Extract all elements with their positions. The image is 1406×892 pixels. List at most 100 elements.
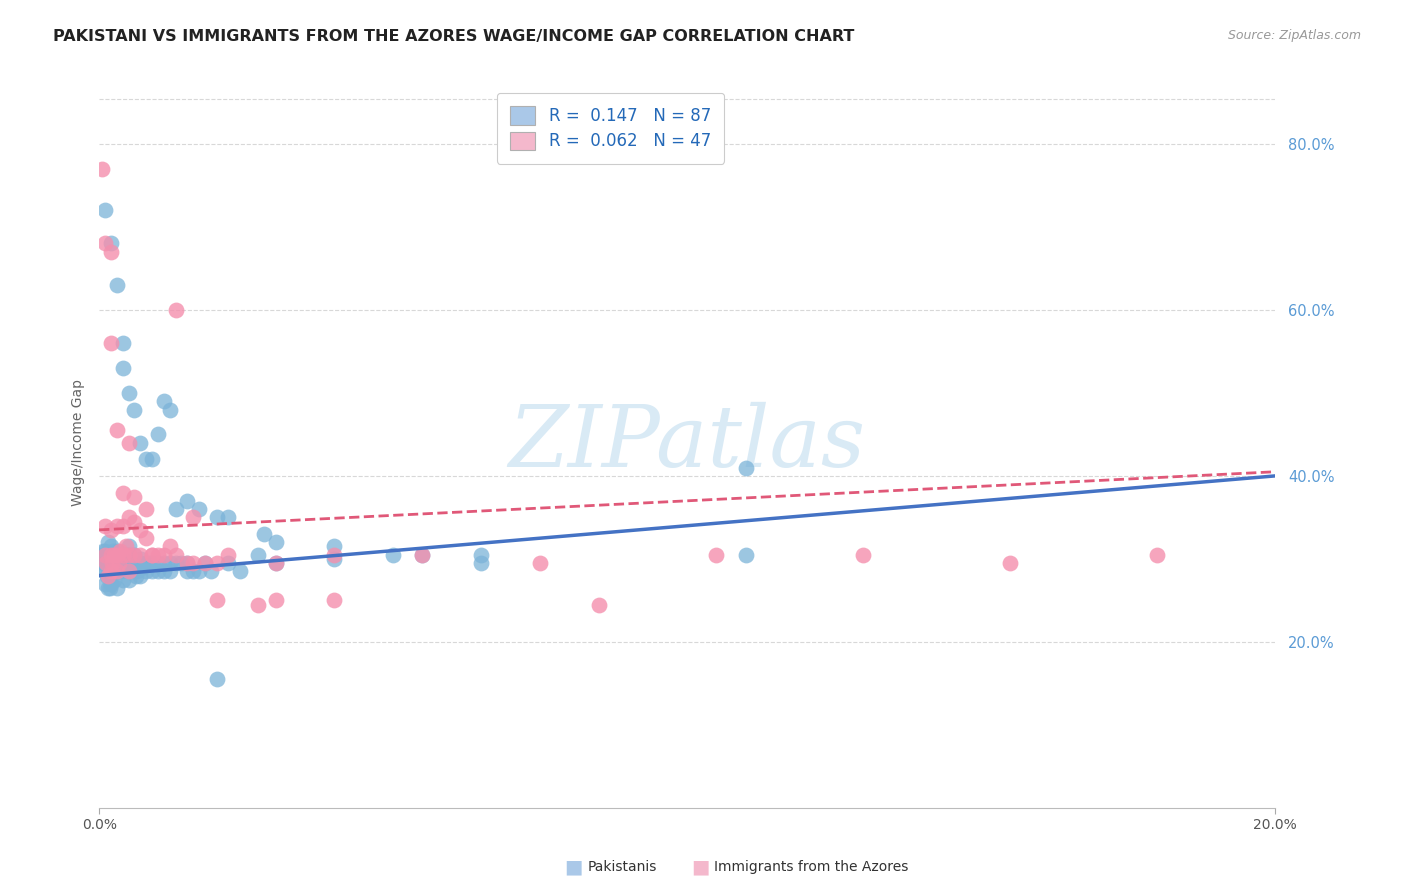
Point (124, 568, 146, 582)
Point (108, 543, 131, 558)
Point (135, 565, 157, 579)
Text: Source: ZipAtlas.com: Source: ZipAtlas.com (1227, 29, 1361, 42)
Point (176, 556, 198, 570)
Point (111, 361, 134, 376)
Point (100, 523, 122, 537)
Point (146, 556, 169, 570)
Point (141, 452, 163, 467)
Point (129, 435, 152, 450)
Point (117, 548, 139, 562)
Point (105, 556, 128, 570)
Point (100, 236, 122, 251)
Point (101, 543, 124, 558)
Point (264, 556, 287, 570)
Point (112, 560, 135, 574)
Point (107, 556, 129, 570)
Point (98, 581, 121, 595)
Point (124, 490, 146, 504)
Point (170, 556, 193, 570)
Point (91, 556, 114, 570)
Point (94, 543, 117, 558)
Point (217, 548, 239, 562)
Point (111, 548, 134, 562)
Point (205, 673, 228, 687)
Point (141, 565, 163, 579)
Text: PAKISTANI VS IMMIGRANTS FROM THE AZORES WAGE/INCOME GAP CORRELATION CHART: PAKISTANI VS IMMIGRANTS FROM THE AZORES … (53, 29, 855, 44)
Point (96, 556, 118, 570)
Point (205, 593, 228, 607)
Point (105, 565, 128, 579)
Point (105, 518, 128, 533)
Point (852, 548, 875, 562)
Text: Pakistanis: Pakistanis (588, 860, 657, 874)
Point (100, 577, 122, 591)
Point (323, 540, 346, 554)
Point (152, 548, 174, 562)
Point (103, 552, 125, 566)
Point (194, 556, 217, 570)
Point (91, 548, 114, 562)
Point (165, 302, 187, 317)
Point (124, 402, 146, 417)
Point (141, 556, 163, 570)
Point (146, 427, 169, 442)
Point (100, 565, 122, 579)
Point (103, 573, 125, 587)
Point (105, 548, 128, 562)
Point (264, 556, 287, 570)
Point (124, 565, 146, 579)
Point (181, 556, 204, 570)
Point (217, 510, 239, 524)
Point (253, 527, 276, 541)
Point (98, 552, 121, 566)
Legend: R =  0.147   N = 87, R =  0.062   N = 47: R = 0.147 N = 87, R = 0.062 N = 47 (496, 93, 724, 164)
Point (124, 515, 146, 529)
Point (100, 552, 122, 566)
Point (93, 552, 115, 566)
Point (200, 565, 222, 579)
Point (91, 161, 114, 176)
Point (152, 565, 174, 579)
Point (96, 568, 118, 582)
Point (111, 565, 134, 579)
Point (97, 581, 120, 595)
Point (246, 548, 269, 562)
Point (111, 556, 134, 570)
Point (165, 548, 187, 562)
Point (470, 556, 492, 570)
Point (100, 565, 122, 579)
Point (117, 548, 139, 562)
Point (141, 548, 163, 562)
Point (103, 565, 125, 579)
Point (105, 423, 128, 437)
Point (529, 556, 551, 570)
Point (264, 535, 287, 549)
Point (135, 531, 157, 545)
Point (98, 565, 121, 579)
Point (176, 493, 198, 508)
Point (105, 581, 128, 595)
Point (124, 548, 146, 562)
Point (165, 502, 187, 516)
Point (141, 548, 163, 562)
Point (93, 565, 115, 579)
Point (100, 568, 122, 582)
Point (111, 573, 134, 587)
Point (114, 548, 136, 562)
Text: ■: ■ (564, 857, 583, 877)
Point (91, 543, 114, 558)
Point (152, 394, 174, 409)
Text: ■: ■ (690, 857, 710, 877)
Point (117, 510, 139, 524)
Point (100, 540, 122, 554)
Text: Immigrants from the Azores: Immigrants from the Azores (714, 860, 908, 874)
Point (101, 556, 124, 570)
Point (205, 556, 228, 570)
Point (117, 540, 139, 554)
Point (96, 552, 118, 566)
Point (159, 402, 181, 417)
Point (97, 552, 120, 566)
Point (129, 523, 152, 537)
Point (323, 552, 346, 566)
Point (181, 565, 204, 579)
